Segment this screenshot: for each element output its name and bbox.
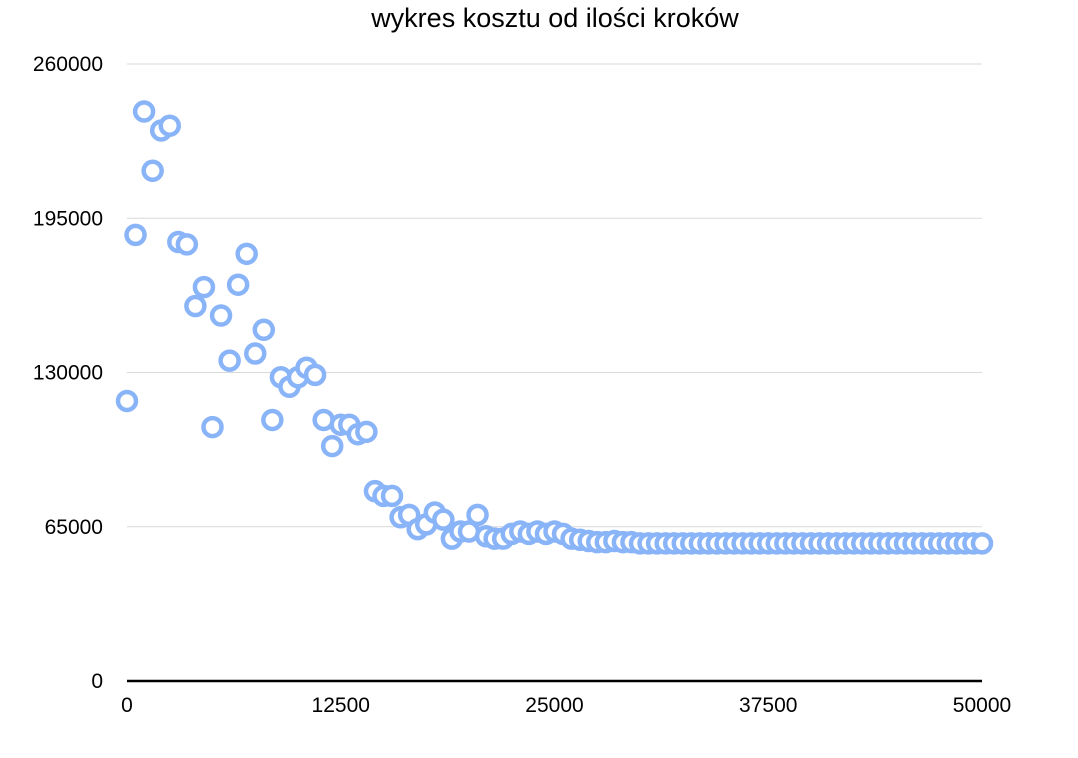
x-tick-label: 0 [121,694,133,717]
x-tick-label: 12500 [312,694,370,717]
data-point [124,223,147,247]
data-point [235,242,258,266]
data-point [466,503,489,527]
data-points [115,100,994,555]
data-point [184,294,207,318]
data-point [970,532,994,555]
x-tick-label: 50000 [953,694,1011,717]
data-point [380,484,404,508]
data-point [355,420,378,444]
data-point [432,508,455,531]
x-tick-label: 37500 [739,694,797,717]
chart-title: wykres kosztu od ilości kroków [370,3,739,33]
data-point [320,434,344,458]
data-point [252,318,276,342]
data-point [209,304,233,327]
gridlines [127,63,982,528]
data-point [261,408,284,432]
y-tick-label: 65000 [45,516,103,539]
data-point [226,273,250,296]
y-tick-label: 0 [91,670,103,693]
data-point [303,363,327,387]
data-point [244,342,267,365]
x-tick-labels: 0 12500 25000 37500 50000 [121,694,1011,717]
data-point [201,415,224,439]
data-point [132,100,156,123]
data-point [175,233,199,256]
y-tick-label: 130000 [33,362,103,385]
y-tick-label: 195000 [33,207,103,230]
data-point [115,389,139,413]
x-tick-label: 25000 [525,694,583,717]
data-point [192,275,216,299]
data-point [218,349,241,372]
y-tick-label: 260000 [33,53,103,76]
data-point [158,114,181,137]
data-point [141,159,164,183]
y-tick-labels: 0 65000 130000 195000 260000 [33,53,103,693]
